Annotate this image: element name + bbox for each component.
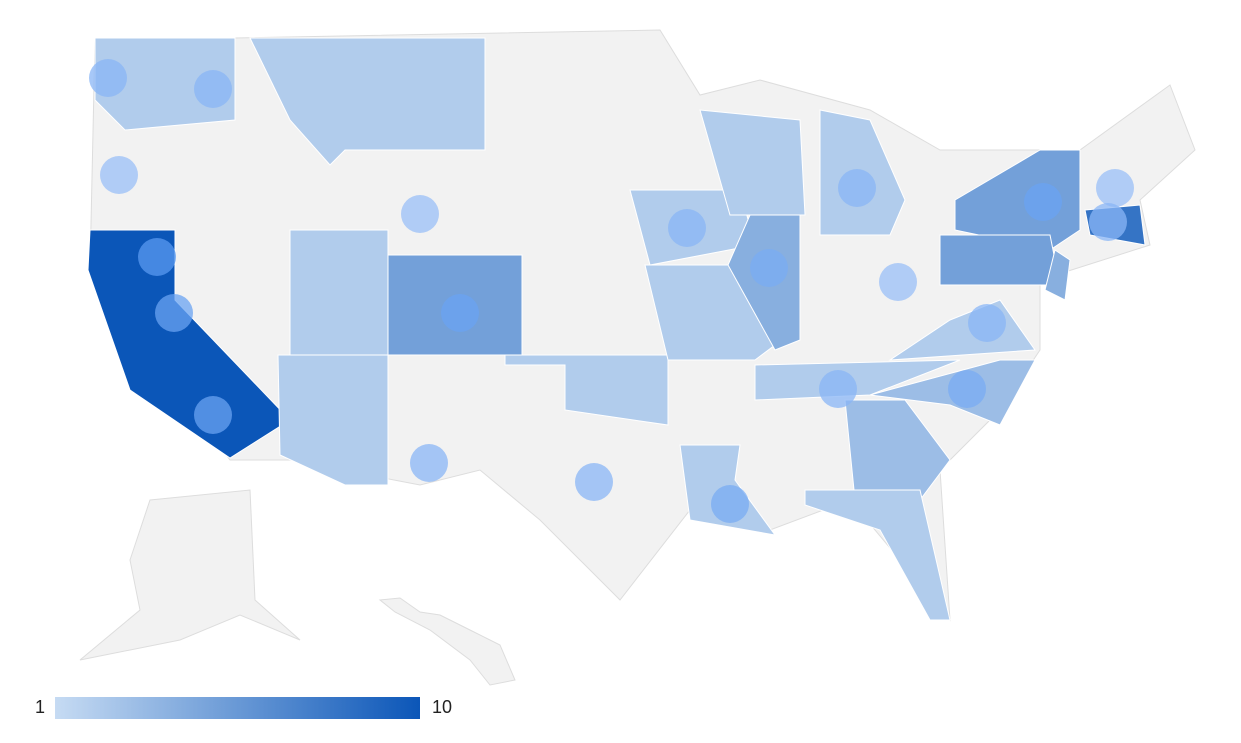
legend-bar xyxy=(55,697,420,719)
state xyxy=(1044,249,1071,301)
marker xyxy=(441,294,479,332)
state xyxy=(87,229,291,459)
us-outline xyxy=(89,29,1196,622)
markers xyxy=(89,59,1134,523)
marker xyxy=(194,396,232,434)
marker xyxy=(401,195,439,233)
state xyxy=(844,399,951,501)
alaska xyxy=(79,489,301,661)
state xyxy=(277,354,389,486)
state xyxy=(699,109,806,216)
marker xyxy=(1089,203,1127,241)
marker xyxy=(89,59,127,97)
marker xyxy=(750,249,788,287)
state xyxy=(939,234,1061,286)
color-legend: 1 10 xyxy=(35,697,452,719)
state xyxy=(804,489,951,621)
state xyxy=(754,359,961,401)
state xyxy=(249,37,486,166)
marker xyxy=(1024,183,1062,221)
marker xyxy=(819,370,857,408)
state xyxy=(954,149,1081,251)
marker xyxy=(1096,169,1134,207)
marker xyxy=(948,370,986,408)
marker xyxy=(410,444,448,482)
marker xyxy=(968,304,1006,342)
states xyxy=(87,37,1146,621)
marker xyxy=(668,209,706,247)
marker xyxy=(879,263,917,301)
state xyxy=(289,229,389,356)
marker xyxy=(100,156,138,194)
marker xyxy=(138,238,176,276)
marker xyxy=(194,70,232,108)
legend-min: 1 xyxy=(35,697,45,717)
legend-max: 10 xyxy=(432,697,452,717)
marker xyxy=(155,294,193,332)
marker xyxy=(711,485,749,523)
marker xyxy=(575,463,613,501)
marker xyxy=(838,169,876,207)
hawaii xyxy=(378,597,516,686)
